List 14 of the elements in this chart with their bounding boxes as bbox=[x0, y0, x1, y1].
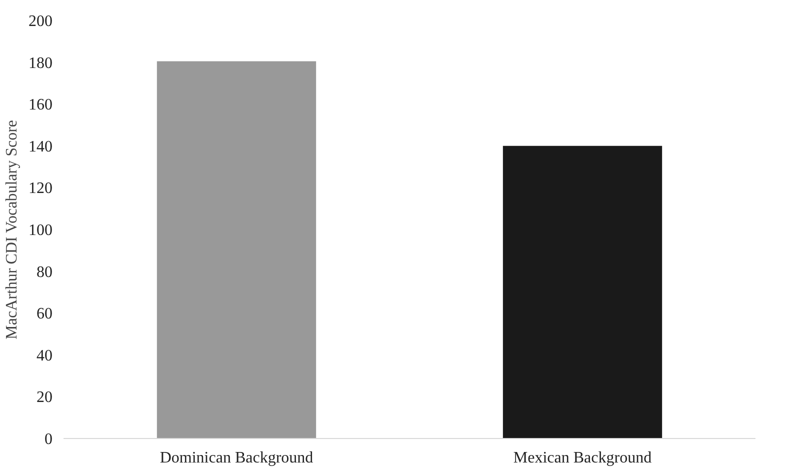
y-tick-label: 100 bbox=[28, 222, 52, 239]
x-tick-label: Mexican Background bbox=[513, 450, 652, 466]
y-tick-label: 0 bbox=[44, 431, 52, 448]
y-tick-label: 160 bbox=[28, 96, 52, 114]
y-axis-title: MacArthur CDI Vocabulary Score bbox=[4, 120, 20, 340]
y-tick-label: 20 bbox=[36, 389, 52, 406]
y-tick-label: 40 bbox=[36, 347, 52, 364]
y-tick-label: 120 bbox=[28, 180, 52, 198]
y-tick-label: 80 bbox=[36, 264, 52, 281]
x-tick-label: Dominican Background bbox=[160, 450, 314, 466]
y-tick-label: 140 bbox=[28, 138, 52, 156]
y-tick-label: 200 bbox=[28, 13, 52, 30]
y-tick-label: 180 bbox=[28, 54, 52, 72]
y-tick-label: 60 bbox=[36, 306, 52, 323]
